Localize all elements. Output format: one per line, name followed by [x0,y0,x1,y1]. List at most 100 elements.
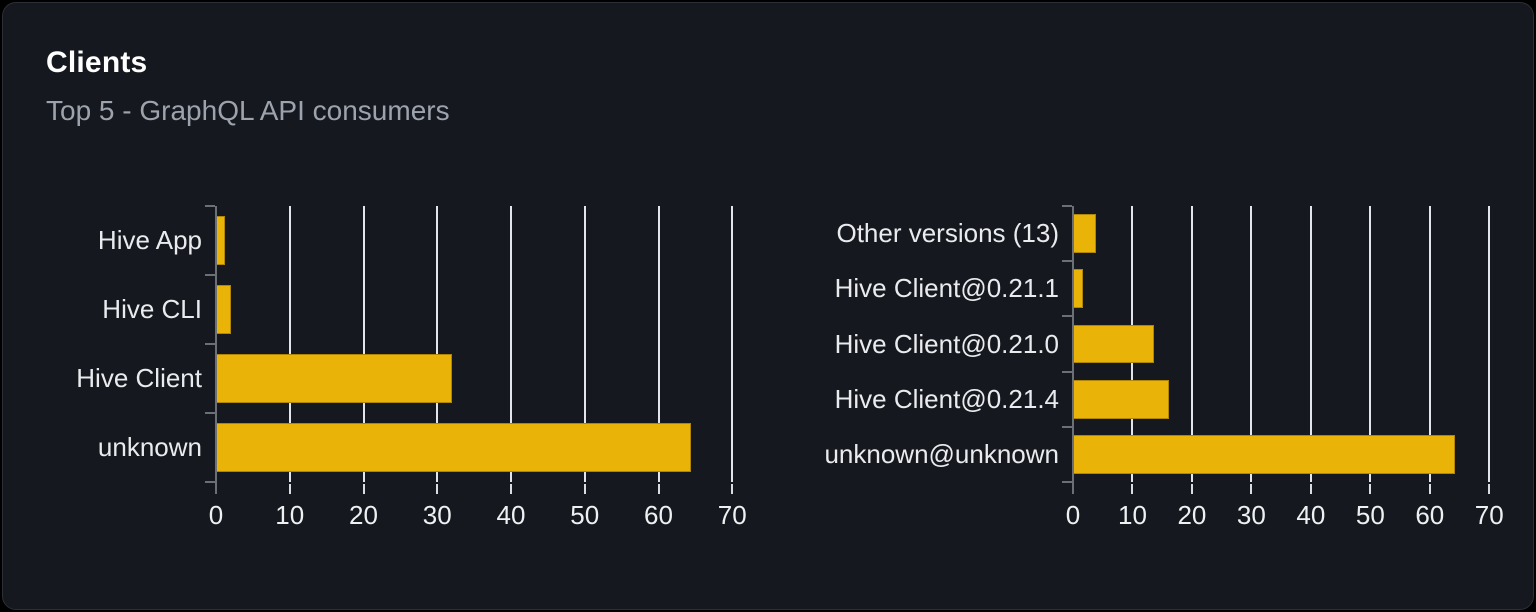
bar[interactable] [1073,324,1154,364]
y-label-row: Hive App [86,206,202,275]
gridline [1428,206,1431,482]
x-axis-tick [1190,484,1193,494]
y-label-row: Other versions (13) [833,206,1059,261]
bar[interactable] [216,216,225,265]
client-versions-bar-chart: Other versions (13) Hive Client@0.21.1 Hiv… [824,205,1519,530]
x-tick-label: 20 [349,500,378,530]
gridline [1309,206,1312,482]
category-label: unknown@unknown [824,438,1059,469]
category-label: Hive Client@0.21.1 [834,273,1059,304]
category-label: Hive Client@0.21.0 [834,328,1059,359]
bars-layer [1073,206,1519,482]
x-tick-label: 10 [275,500,305,530]
charts-row: Hive App Hive CLI Hive Client unknown 0 10 20 3… [3,205,1533,530]
x-axis-tick [731,484,734,494]
x-tick-label: 30 [1236,500,1266,530]
card-header: Clients Top 5 - GraphQL API consumers [3,3,1533,128]
y-axis-tick [205,274,215,276]
category-label: Other versions (13) [836,218,1059,249]
x-tick-label: 0 [1065,500,1081,530]
x-axis-tick [362,484,365,494]
gridline [731,206,734,482]
x-axis-tick [1131,484,1134,494]
y-label-row: unknown [86,413,202,482]
card-title: Clients [46,46,148,79]
x-tick-label: 70 [1474,500,1504,530]
bar-row [1073,427,1519,482]
y-axis-tick [1062,205,1072,207]
gridline [1190,206,1193,482]
gridline [1488,206,1491,482]
x-tick-label: 60 [644,500,673,530]
y-axis-tick [1062,260,1072,263]
y-axis-tick [1062,481,1072,483]
card-subtitle: Top 5 - GraphQL API consumers [46,95,450,126]
plot-area [205,205,747,494]
gridline [436,206,439,482]
y-label-row: Hive Client@0.21.0 [833,316,1059,371]
bar[interactable] [1073,269,1084,309]
y-axis-tick [205,412,215,414]
x-tick-label: 0 [208,500,224,530]
y-axis-labels: Hive App Hive CLI Hive Client unknown [76,206,216,482]
bar[interactable] [1073,379,1170,419]
x-axis-tick [1428,484,1431,494]
y-label-row: Hive Client@0.21.4 [833,372,1059,427]
x-axis-tick [436,484,439,494]
gridline [362,206,365,482]
x-tick-label: 40 [1296,500,1326,530]
bar-row [1073,372,1519,427]
bar-row [1073,316,1519,371]
bar[interactable] [216,285,231,334]
category-label: Hive App [97,225,202,255]
gridline [1250,206,1253,482]
y-axis [1072,206,1074,494]
bar-row [216,206,747,275]
bar[interactable] [216,423,691,472]
x-axis-tick [1488,484,1491,494]
x-tick-label: 40 [496,500,526,530]
y-axis-tick [205,205,215,207]
bar-row [216,413,747,482]
x-axis-tick [510,484,512,494]
x-axis-tick [1369,484,1372,494]
bar-row [1073,206,1519,261]
y-axis-labels: Other versions (13) Hive Client@0.21.1 Hiv… [824,206,1073,482]
y-label-row: Hive Client [76,344,202,413]
y-axis-tick [205,481,215,483]
y-axis-tick [1062,315,1072,318]
category-label: Hive CLI [102,294,202,324]
x-axis-tick [583,484,586,494]
y-label-row: unknown@unknown [824,427,1059,482]
category-label: unknown [97,432,202,462]
category-label: Hive Client@0.21.4 [834,383,1059,414]
category-label: Hive Client [76,363,202,393]
x-axis-labels: 0 10 20 30 40 50 60 70 [209,482,747,530]
clients-bar-chart: Hive App Hive CLI Hive Client unknown 0 10 20 3… [76,205,747,530]
bar-row [216,275,747,344]
gridline [657,206,660,482]
x-tick-label: 50 [1355,500,1385,530]
x-axis-labels: 0 10 20 30 40 50 60 70 [1066,482,1519,530]
x-axis-tick [288,484,291,494]
x-tick-label: 60 [1415,500,1445,530]
y-axis-tick [205,343,215,345]
y-axis-tick [1062,370,1072,373]
bars-layer [216,206,747,482]
bar[interactable] [1073,435,1456,474]
y-label-row: Hive CLI [86,275,202,344]
gridline [1369,206,1372,482]
y-axis-tick [1062,425,1072,428]
plot-area [1062,205,1519,494]
gridline [288,206,291,482]
x-axis-tick [1250,484,1253,494]
x-axis-tick [657,484,660,494]
bar-row [1073,261,1519,316]
bar[interactable] [216,354,452,403]
y-label-row: Hive Client@0.21.1 [833,261,1059,316]
x-tick-label: 10 [1117,500,1147,530]
x-tick-label: 50 [570,500,600,530]
x-tick-label: 70 [717,500,747,530]
bar[interactable] [1073,214,1096,253]
